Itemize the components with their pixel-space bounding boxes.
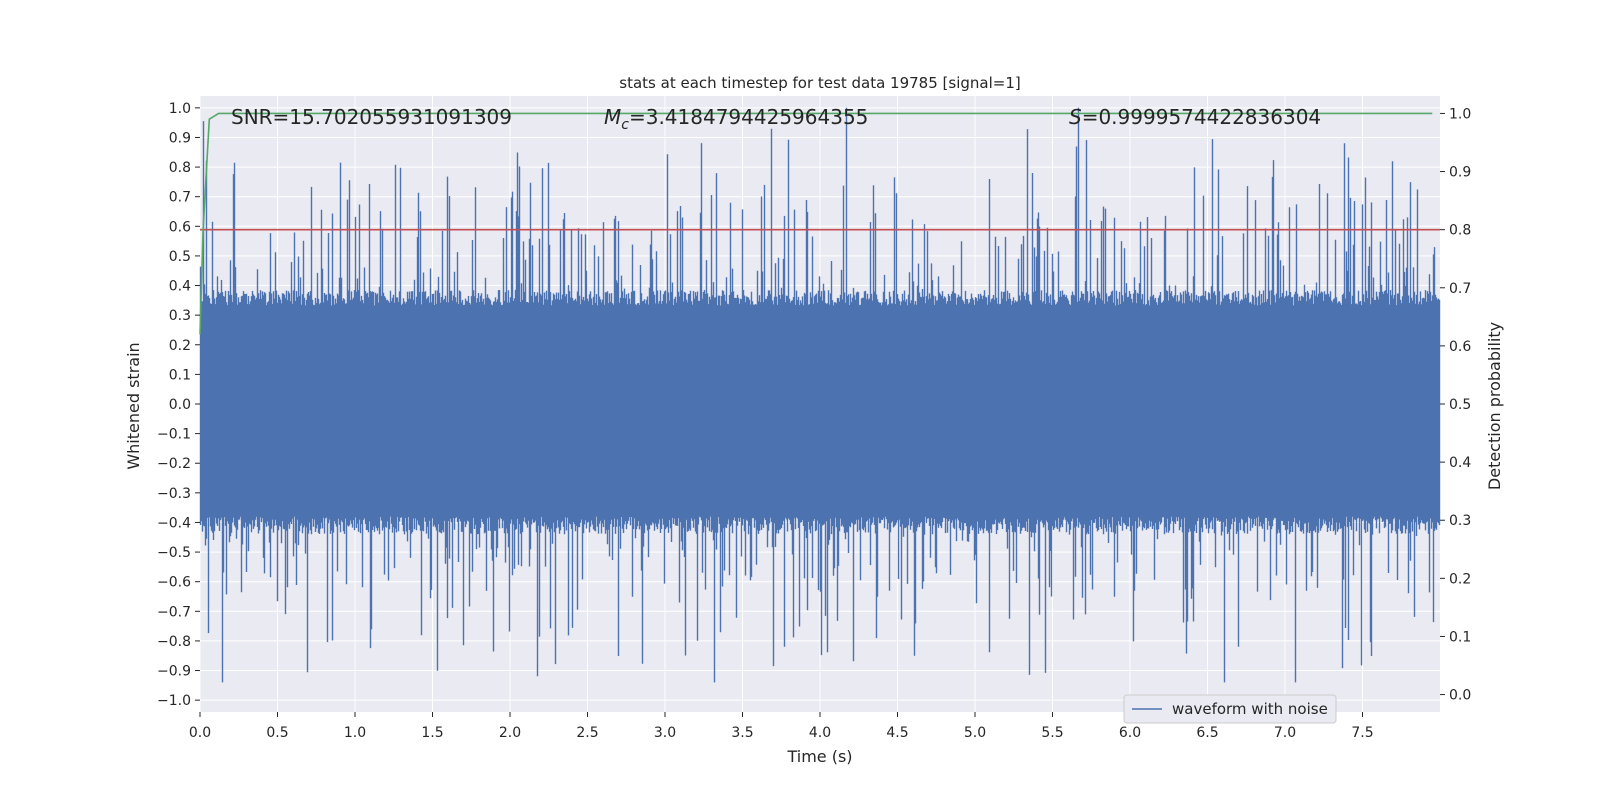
y-tick-label: −0.6 bbox=[157, 575, 191, 591]
mc-value: =3.4184794425964355 bbox=[629, 105, 868, 129]
y2-tick-label: 0.0 bbox=[1449, 688, 1471, 704]
y2-tick-label: 0.8 bbox=[1449, 223, 1471, 239]
y-tick-label: −0.5 bbox=[157, 545, 191, 561]
x-tick-label: 1.5 bbox=[421, 725, 443, 741]
snr-annotation: SNR=15.702055931091309 bbox=[231, 105, 512, 129]
y2-tick-label: 0.7 bbox=[1449, 281, 1471, 297]
y-tick-label: 0.1 bbox=[169, 367, 191, 383]
x-tick-label: 0.0 bbox=[189, 725, 211, 741]
y-tick-label: 0.3 bbox=[169, 308, 191, 324]
x-tick-label: 4.0 bbox=[809, 725, 831, 741]
y2-tick-label: 0.5 bbox=[1449, 397, 1471, 413]
x-tick-label: 1.0 bbox=[344, 725, 366, 741]
y-tick-label: 0.5 bbox=[169, 249, 191, 265]
axis-ticks: 0.0 0.5 1.0 1.5 2.0 2.5 3.0 3.5 4.0 4.5 5.0 5.5 6.0 6… bbox=[157, 101, 1471, 741]
y-tick-label: −0.3 bbox=[157, 486, 191, 502]
s-annotation: S=0.9999574422836304 bbox=[1069, 105, 1321, 129]
x-tick-label: 5.5 bbox=[1041, 725, 1063, 741]
x-tick-label: 4.5 bbox=[886, 725, 908, 741]
x-tick-label: 7.5 bbox=[1351, 725, 1373, 741]
chart-title: stats at each timestep for test data 197… bbox=[619, 74, 1020, 92]
mc-annotation: Mc=3.4184794425964355 bbox=[604, 105, 868, 133]
y-tick-label: 0.9 bbox=[169, 130, 191, 146]
x-axis-label: Time (s) bbox=[786, 747, 852, 766]
y2-tick-label: 0.4 bbox=[1449, 455, 1471, 471]
mc-symbol: M bbox=[604, 105, 621, 129]
x-tick-label: 6.5 bbox=[1196, 725, 1218, 741]
legend-box bbox=[1123, 694, 1337, 724]
y-tick-label: −0.7 bbox=[157, 604, 191, 620]
y2-tick-label: 0.1 bbox=[1449, 629, 1471, 645]
x-tick-label: 3.0 bbox=[654, 725, 676, 741]
y-tick-label: −1.0 bbox=[157, 693, 191, 709]
y-tick-label: −0.2 bbox=[157, 456, 191, 472]
mc-subscript: c bbox=[621, 117, 629, 133]
y2-axis-label: Detection probability bbox=[1485, 322, 1504, 490]
detection-probability-line bbox=[199, 112, 1433, 335]
y-tick-label: 0.8 bbox=[169, 160, 191, 176]
y2-tick-label: 0.6 bbox=[1449, 339, 1471, 355]
x-tick-label: 0.5 bbox=[266, 725, 288, 741]
y-tick-label: 1.0 bbox=[169, 101, 191, 117]
x-tick-label: 6.0 bbox=[1119, 725, 1141, 741]
y-axis-label: Whitened strain bbox=[124, 342, 143, 469]
waveform-with-noise-line bbox=[199, 107, 1441, 683]
legend-label: waveform with noise bbox=[1172, 700, 1328, 718]
s-symbol: S bbox=[1069, 105, 1082, 129]
y-tick-label: 0.0 bbox=[169, 397, 191, 413]
x-tick-label: 3.5 bbox=[731, 725, 753, 741]
x-tick-label: 2.0 bbox=[499, 725, 521, 741]
y-tick-label: −0.8 bbox=[157, 634, 191, 650]
y-tick-label: −0.1 bbox=[157, 427, 191, 443]
y-tick-label: −0.4 bbox=[157, 515, 191, 531]
x-tick-label: 7.0 bbox=[1274, 725, 1296, 741]
y-tick-label: 0.7 bbox=[169, 190, 191, 206]
x-tick-label: 5.0 bbox=[964, 725, 986, 741]
waveform-series bbox=[199, 107, 1441, 683]
y-tick-label: 0.4 bbox=[169, 279, 191, 295]
y2-tick-label: 0.9 bbox=[1449, 165, 1471, 181]
s-value: =0.9999574422836304 bbox=[1082, 105, 1321, 129]
y2-tick-label: 1.0 bbox=[1449, 106, 1471, 122]
y2-tick-label: 0.3 bbox=[1449, 513, 1471, 529]
y2-tick-label: 0.2 bbox=[1449, 571, 1471, 587]
y-tick-label: 0.2 bbox=[169, 338, 191, 354]
legend: waveform with noise bbox=[1123, 694, 1337, 724]
y-tick-label: 0.6 bbox=[169, 219, 191, 235]
y-tick-label: −0.9 bbox=[157, 664, 191, 680]
x-tick-label: 2.5 bbox=[576, 725, 598, 741]
probability-overlays bbox=[199, 112, 1440, 335]
